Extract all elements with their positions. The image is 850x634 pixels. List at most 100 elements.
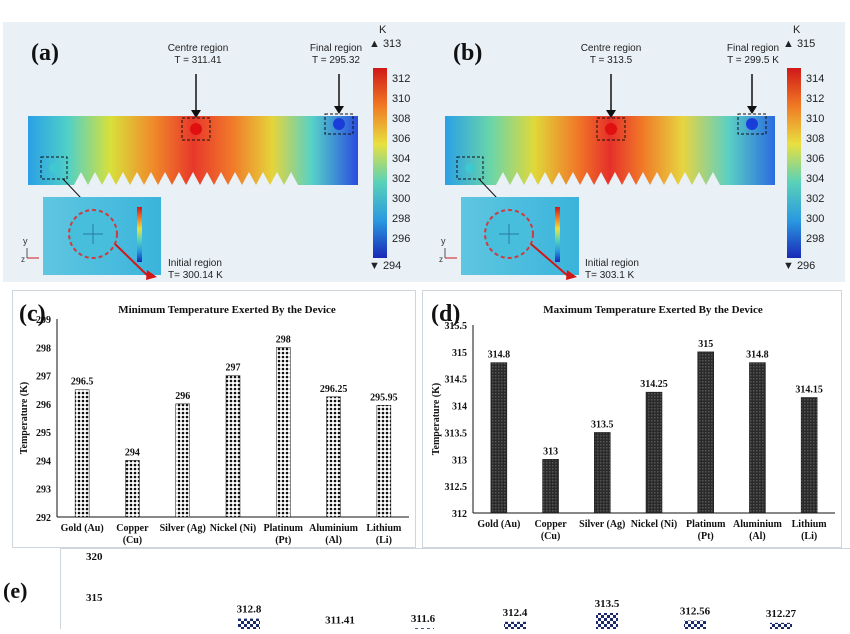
y-tick-label: 297 xyxy=(36,372,51,383)
bar-value-label: 313.5 xyxy=(595,598,620,610)
colorbar-tick-label: 308 xyxy=(392,113,410,125)
chart-c-svg: (c) Minimum Temperature Exerted By the De… xyxy=(19,301,409,546)
y-tick-label: 296 xyxy=(36,400,51,411)
bar-value-label: 311.6 xyxy=(411,613,436,625)
bar xyxy=(542,459,559,514)
x-tick-label: Lithium xyxy=(792,519,828,530)
bar-value-label: 314.15 xyxy=(795,385,823,396)
colorbar-tick-label: 306 xyxy=(806,153,824,165)
initial-region-annotation: Initial region T= 300.14 K xyxy=(168,258,268,282)
colorbar-tick-label: 304 xyxy=(392,153,410,165)
y-tick-label: 312 xyxy=(452,509,467,520)
bar xyxy=(504,621,526,629)
final-region-name: Final region xyxy=(309,43,363,54)
svg-text:z: z xyxy=(439,255,443,264)
initial-region-box-b xyxy=(456,156,484,180)
chart-d: (d) Maximum Temperature Exerted By the De… xyxy=(422,290,842,548)
x-tick-label: (Al) xyxy=(749,531,766,542)
bar-value-label: 312.4 xyxy=(503,607,528,619)
bar-value-label: 298 xyxy=(276,334,291,345)
initial-region-temp-b: T= 303.1 K xyxy=(585,270,635,281)
x-tick-label: (Pt) xyxy=(275,535,291,546)
colorbar-unit-b: K xyxy=(793,24,801,36)
simulation-panel-b: y z 314 312 310 308 306 304 302 300 298 (b) Cent… xyxy=(423,22,845,282)
bar-value-label: 314.8 xyxy=(746,350,769,361)
colorbar-tick-label: 300 xyxy=(392,193,410,205)
y-axis-label: Temperature (K) xyxy=(19,382,30,455)
centre-region-annotation-b: Centre region T = 313.5 xyxy=(566,43,656,67)
bar xyxy=(596,613,618,629)
chart-title: Minimum Temperature Exerted By the Devic… xyxy=(118,304,336,316)
initial-region-box xyxy=(40,156,68,180)
x-tick-label: Lithium xyxy=(366,523,402,534)
y-tick-label: 299 xyxy=(36,315,51,326)
bar xyxy=(594,432,611,514)
centre-region-name-b: Centre region xyxy=(580,43,642,54)
thermal-map-a: y z 312 310 308 306 304 302 300 298 296 xyxy=(21,68,410,280)
panel-label: (c) xyxy=(19,301,46,327)
bar-value-label: 296.25 xyxy=(320,384,348,395)
bar-value-label: 314.25 xyxy=(640,379,668,390)
x-tick-label: Silver (Ag) xyxy=(160,523,206,534)
bar xyxy=(412,628,434,629)
panel-label: (d) xyxy=(431,301,460,327)
colorbar-b xyxy=(787,68,801,258)
y-tick-label: 313 xyxy=(452,455,467,466)
heat-sink-a xyxy=(28,116,358,185)
y-tick-label: 298 xyxy=(36,343,51,354)
inset-colorbar xyxy=(137,207,142,262)
inset-connector-b xyxy=(478,178,498,199)
chart-d-svg: (d) Maximum Temperature Exerted By the De… xyxy=(431,301,835,542)
final-region-temp-b: T = 299.5 K xyxy=(727,55,779,66)
x-tick-label: (Cu) xyxy=(123,535,142,546)
x-tick-label: Gold (Au) xyxy=(477,519,520,530)
colorbar-tick-label: 296 xyxy=(392,233,410,245)
bar xyxy=(276,347,291,518)
panel-label-a: (a) xyxy=(31,40,59,66)
x-tick-label: Copper xyxy=(116,523,149,534)
colorbar-tick-label: 302 xyxy=(392,173,410,185)
y-tick-label: 315 xyxy=(452,348,467,359)
final-region-box xyxy=(324,113,354,135)
bar-value-label: 311.41 xyxy=(325,615,355,627)
x-tick-label: Gold (Au) xyxy=(61,523,104,534)
y-tick-label: 314.5 xyxy=(445,375,468,386)
svg-text:z: z xyxy=(21,255,25,264)
final-region-name-b: Final region xyxy=(726,43,780,54)
colorbar-tick-label: 308 xyxy=(806,133,824,145)
bar-value-label: 294 xyxy=(125,447,140,458)
centre-region-temp-b: T = 313.5 xyxy=(589,55,633,66)
colorbar-max-a: ▲ 313 xyxy=(369,38,402,50)
bar xyxy=(684,620,706,629)
bar-value-label: 312.27 xyxy=(766,608,797,620)
x-tick-label: (Li) xyxy=(801,531,817,542)
centre-probe xyxy=(190,123,202,135)
colorbar-tick-label: 310 xyxy=(392,93,410,105)
x-tick-label: Platinum xyxy=(686,519,726,530)
y-tick-label: 320 xyxy=(86,551,103,563)
y-axis-label: Temperature (K) xyxy=(431,383,442,456)
bar xyxy=(749,362,766,514)
bar xyxy=(238,618,260,629)
final-probe xyxy=(333,118,345,130)
initial-probe-b xyxy=(465,163,475,173)
y-tick-label: 315 xyxy=(86,592,103,604)
initial-region-annotation-b: Initial region T= 303.1 K xyxy=(585,258,685,282)
x-tick-label: (Li) xyxy=(376,535,392,546)
bar xyxy=(376,405,392,518)
chart-e-svg: 320 315 (e) 312.8 311.41 311.6 312.4 313.5 312.5… xyxy=(3,551,797,629)
panel-label: (e) xyxy=(3,578,27,603)
y-tick-label: 313.5 xyxy=(445,428,468,439)
bar xyxy=(490,362,508,514)
x-tick-label: Copper xyxy=(534,519,567,530)
colorbar-tick-label: 310 xyxy=(806,113,824,125)
final-probe-b xyxy=(746,118,758,130)
colorbar-min-a: ▼ 294 xyxy=(369,260,402,272)
x-tick-label: (Pt) xyxy=(698,531,714,542)
colorbar-max-b: ▲ 315 xyxy=(783,38,816,50)
final-region-box-b xyxy=(737,113,767,135)
thermal-map-b: y z 314 312 310 308 306 304 302 300 298 xyxy=(439,68,824,280)
colorbar-tick-label: 298 xyxy=(392,213,410,225)
y-tick-label: 295 xyxy=(36,428,51,439)
centre-probe-b xyxy=(605,123,617,135)
